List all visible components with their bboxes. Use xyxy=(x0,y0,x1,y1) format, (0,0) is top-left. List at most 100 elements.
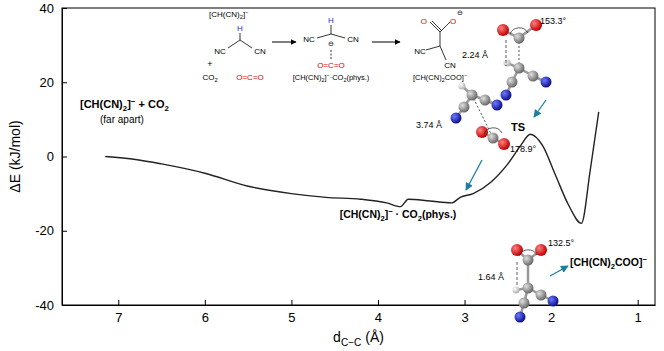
scheme-bond xyxy=(440,32,441,46)
angle-arc xyxy=(519,250,537,256)
angle-arc xyxy=(484,128,502,134)
scheme-bond xyxy=(440,46,446,60)
atom xyxy=(451,113,462,124)
text-span: − xyxy=(464,72,467,78)
scheme-arrow xyxy=(372,42,400,43)
atom xyxy=(498,138,510,150)
atom xyxy=(507,77,518,88)
y-axis: -40-2002040 xyxy=(35,1,67,313)
annotation: 153.3° xyxy=(540,16,567,26)
x-tick-mark xyxy=(291,300,292,305)
scheme-text: H xyxy=(328,16,334,25)
molecules xyxy=(451,19,559,323)
plot-area xyxy=(105,112,598,223)
annotation: TS xyxy=(511,121,525,133)
text-span: O xyxy=(450,17,456,26)
atom xyxy=(476,126,488,138)
text-span: H xyxy=(237,24,243,33)
text-span: (phys.) xyxy=(346,73,369,82)
x-tick-mark xyxy=(118,300,119,305)
text-span: 2 xyxy=(214,77,217,83)
atom xyxy=(459,102,470,113)
scheme-bond xyxy=(240,33,241,40)
x-axis-title: dC−C (Å) xyxy=(333,329,384,348)
text-span: − xyxy=(245,9,249,15)
text-span: (phys.) xyxy=(422,208,456,220)
scheme-text: [CH(CN)2]−·CO2(phys.) xyxy=(293,72,370,83)
scheme-bond xyxy=(426,46,440,50)
x-tick-label: 6 xyxy=(202,310,209,325)
callout-arrow xyxy=(550,266,568,276)
text-span: CN xyxy=(347,35,359,44)
scheme-text: [CH(CN)2]− xyxy=(209,9,249,21)
text-span: [CH(CN) xyxy=(413,73,442,82)
x-tick: 7 xyxy=(115,300,122,325)
text-span: 153.3° xyxy=(540,16,567,26)
x-tick-label: 7 xyxy=(115,310,122,325)
x-tick-label: 2 xyxy=(548,310,555,325)
scheme-bond xyxy=(228,40,240,48)
text-span: [CH(CN) xyxy=(80,98,123,110)
x-tick-label: 1 xyxy=(635,310,642,325)
scheme-bond xyxy=(331,34,345,38)
scheme-interaction xyxy=(331,50,332,60)
y-tick-mark xyxy=(62,8,67,9)
y-tick-mark xyxy=(62,231,67,232)
x-tick: 6 xyxy=(202,300,209,325)
scheme-text: CN xyxy=(347,35,359,44)
text-span: O xyxy=(421,17,427,26)
scheme-text: O=C=O xyxy=(317,61,345,70)
atom xyxy=(523,255,534,266)
scheme-bonds xyxy=(228,21,450,60)
callout-arrow xyxy=(534,100,546,117)
scheme-text: O xyxy=(450,17,456,26)
annotations: [CH(CN)2]− + CO2(far apart) [CH(CN)2]− · … xyxy=(80,16,647,282)
y-tick-mark xyxy=(62,157,67,158)
atom xyxy=(523,283,534,294)
chart: 7654321-40-2002040ΔE (kJ/mol)dC−C (Å)[CH… xyxy=(0,0,664,351)
annotation: [CH(CN)2]− + CO2 xyxy=(80,97,170,114)
x-tick-label: 5 xyxy=(288,310,295,325)
x-axis: 7 6 5 4 3 2 1 xyxy=(63,300,656,325)
text-span: d xyxy=(333,329,341,345)
text-span: NC xyxy=(214,47,226,56)
x-tick-label: 4 xyxy=(375,310,382,325)
x-axis-line xyxy=(63,305,656,306)
scheme-text: CN xyxy=(444,61,456,70)
atom xyxy=(504,60,511,67)
y-tick: -40 xyxy=(35,298,67,313)
annotation: [CH(CN)2]− · CO2(phys.) xyxy=(340,207,457,223)
scheme-bond xyxy=(240,40,252,48)
text-span: C−C xyxy=(341,337,361,348)
atom xyxy=(511,244,523,256)
scheme-bond xyxy=(331,25,332,34)
text-span: CO xyxy=(202,73,214,82)
text-span: COO] xyxy=(445,73,464,82)
y-tick: 0 xyxy=(47,149,67,164)
text-span: TS xyxy=(511,121,525,133)
y-tick: -20 xyxy=(35,223,67,238)
text-span: CN xyxy=(254,47,266,56)
x-tick: 3 xyxy=(461,300,468,325)
scheme-arrow xyxy=(272,42,296,43)
reaction-scheme: [CH(CN)2]−HNCCN+CO2O=C=OHNC⊖CNO=C=O[CH(C… xyxy=(202,9,467,84)
annotation: 2.24 Å xyxy=(462,50,488,60)
text-span: ⊖ xyxy=(457,9,463,16)
x-tick: 4 xyxy=(375,300,382,325)
text-span: [CH(CN) xyxy=(570,256,611,268)
atom xyxy=(514,63,525,74)
atom xyxy=(519,298,530,309)
scheme-text: H xyxy=(237,24,243,33)
atom xyxy=(459,83,466,90)
scheme-text: [CH(CN)2COO]− xyxy=(413,72,467,83)
atom xyxy=(528,71,539,82)
scheme-text: CO2 xyxy=(202,73,217,83)
text-span: (far apart) xyxy=(100,114,144,125)
x-tick: 5 xyxy=(288,300,295,325)
annotation: (far apart) xyxy=(100,114,144,125)
text-span: − xyxy=(642,255,647,264)
x-tick-mark xyxy=(205,300,206,305)
scheme-text: NC xyxy=(214,47,226,56)
text-span: O=C=O xyxy=(317,61,345,70)
x-tick-mark xyxy=(378,300,379,305)
